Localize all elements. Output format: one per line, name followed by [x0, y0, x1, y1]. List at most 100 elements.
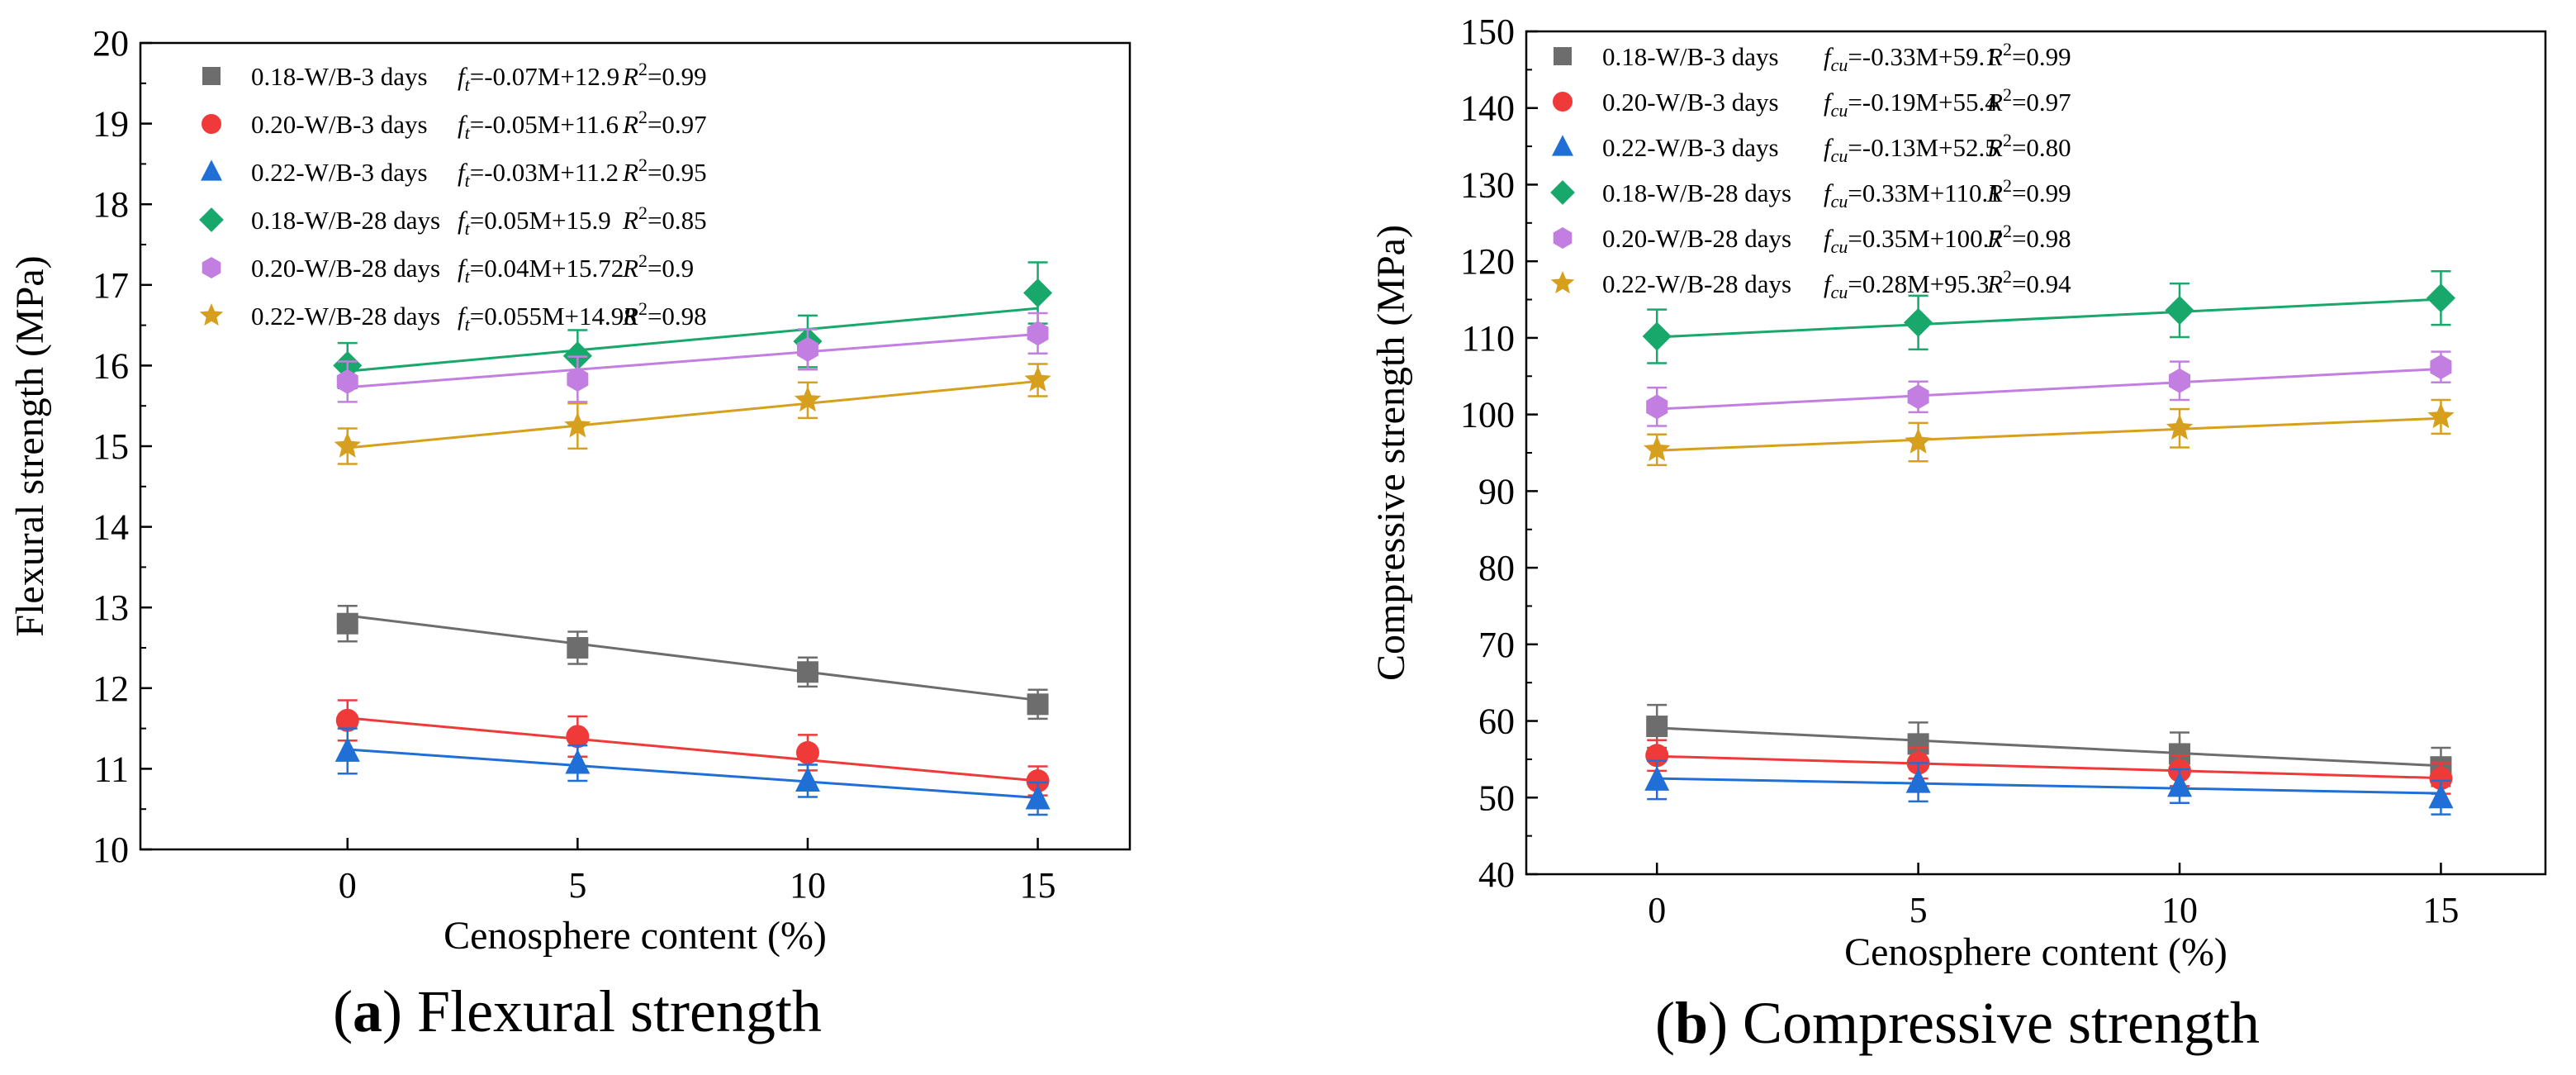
- legend-marker: [1554, 47, 1572, 65]
- legend-r2-superscript: 2: [2003, 175, 2012, 196]
- legend-entry: 0.20-W/B-3 days ft=-0.05M+11.6 R2=0.97: [251, 107, 707, 143]
- y-tick-label: 18: [93, 184, 129, 225]
- legend-r2-value: =0.98: [648, 302, 707, 331]
- legend-entry: 0.18-W/B-3 days fcu=-0.33M+59.1R2=0.99: [1602, 39, 2071, 75]
- legend-r2-value: =0.9: [648, 254, 694, 283]
- legend-r2-value: =0.95: [648, 158, 707, 187]
- legend-entry: 0.22-W/B-3 days ft=-0.03M+11.2 R2=0.95: [251, 155, 707, 191]
- data-point: [2169, 368, 2190, 393]
- series-5: [334, 363, 1051, 465]
- legend-entry: 0.18-W/B-28 days ft=0.05M+15.9 R2=0.85: [251, 202, 707, 239]
- data-point: [1027, 321, 1049, 346]
- y-tick-label: 120: [1460, 241, 1515, 282]
- data-point: [1024, 366, 1051, 392]
- legend-entry: 0.18-W/B-3 days ft=-0.07M+12.9 R2=0.99: [251, 59, 707, 95]
- y-tick-label: 80: [1478, 548, 1515, 588]
- legend-equation: =0.28M+95.3: [1848, 269, 1989, 298]
- panel-caption: (a) Flexural strength: [333, 978, 822, 1044]
- data-point: [2165, 295, 2194, 326]
- data-point: [1907, 384, 1929, 410]
- legend-r2-superscript: 2: [638, 298, 648, 319]
- data-point: [336, 369, 358, 394]
- legend-r2-symbol: R: [1986, 178, 2003, 207]
- legend-equation: =0.05M+15.9: [470, 206, 611, 235]
- legend-entry: 0.22-W/B-3 days fcu=-0.13M+52.5R2=0.80: [1602, 130, 2071, 166]
- data-point: [567, 367, 589, 392]
- fit-line: [347, 332, 1038, 389]
- legend-subscript: t: [465, 74, 471, 95]
- legend-entry: 0.20-W/B-3 days fcu=-0.19M+55.4R2=0.97: [1602, 84, 2071, 121]
- legend-equation: =-0.07M+12.9: [470, 62, 619, 91]
- legend-entry: 0.20-W/B-28 days fcu=0.35M+100.7R2=0.98: [1602, 221, 2071, 257]
- legend-r2-symbol: R: [622, 62, 638, 91]
- panel-caption: (b) Compressive strength: [1655, 990, 2260, 1056]
- data-point: [2166, 414, 2194, 440]
- legend-marker: [202, 67, 221, 85]
- series-5: [1644, 398, 2455, 467]
- y-tick-label: 11: [94, 749, 129, 789]
- legend-series-name: 0.18-W/B-28 days: [251, 206, 440, 235]
- legend-r2-symbol: R: [622, 302, 638, 331]
- legend-r2-value: =0.97: [2012, 88, 2071, 117]
- y-tick-label: 14: [93, 507, 129, 548]
- legend-equation: =0.055M+14.98: [470, 302, 637, 331]
- y-tick-label: 140: [1460, 88, 1515, 129]
- legend-marker: [1550, 271, 1575, 294]
- legend-equation: =0.04M+15.72: [470, 254, 624, 283]
- y-tick-label: 15: [93, 426, 129, 467]
- legend-subscript: cu: [1831, 236, 1848, 257]
- legend-r2-value: =0.97: [648, 110, 707, 139]
- legend-r2-superscript: 2: [2003, 84, 2012, 105]
- fit-line: [347, 307, 1038, 373]
- fit-line: [1657, 297, 2441, 339]
- data-point: [796, 661, 818, 683]
- legend-r2-symbol: R: [1986, 88, 2003, 117]
- data-point: [335, 708, 359, 732]
- legend-equation: =-0.03M+11.2: [470, 158, 619, 187]
- data-point: [564, 411, 591, 438]
- legend-series-name: 0.20-W/B-3 days: [1602, 88, 1779, 117]
- y-tick-label: 60: [1478, 702, 1515, 742]
- legend-r2-value: =0.99: [2012, 42, 2071, 71]
- legend-r2-value: =0.80: [2012, 133, 2071, 162]
- legend-r2-value: =0.85: [648, 206, 707, 235]
- x-axis-label: Cenosphere content (%): [444, 914, 827, 958]
- legend-series-name: 0.22-W/B-28 days: [251, 302, 440, 331]
- data-point: [2428, 783, 2454, 809]
- y-axis-label: Flexural strength (MPa): [8, 255, 52, 636]
- legend-r2-superscript: 2: [2003, 221, 2012, 241]
- y-tick-label: 100: [1460, 395, 1515, 435]
- legend-marker: [1553, 92, 1573, 112]
- legend-series-name: 0.20-W/B-28 days: [1602, 224, 1791, 253]
- legend-entry: 0.18-W/B-28 days fcu=0.33M+110.1R2=0.99: [1602, 175, 2071, 212]
- legend-marker: [202, 257, 221, 278]
- data-point: [2427, 402, 2455, 429]
- legend-series-name: 0.20-W/B-3 days: [251, 110, 428, 139]
- legend-series-name: 0.22-W/B-28 days: [1602, 269, 1791, 298]
- legend-r2-symbol: R: [622, 158, 638, 187]
- data-point: [2429, 767, 2453, 791]
- series-2: [334, 727, 1051, 816]
- data-point: [1904, 307, 1933, 337]
- legend-subscript: t: [465, 170, 471, 191]
- legend-marker: [201, 159, 222, 181]
- legend-r2-symbol: R: [1986, 269, 2003, 298]
- data-point: [1905, 428, 1932, 454]
- legend-r2-value: =0.98: [2012, 224, 2071, 253]
- y-tick-label: 19: [93, 104, 129, 145]
- legend-r2-symbol: R: [1986, 42, 2003, 71]
- legend-marker: [202, 114, 221, 134]
- series-2: [1644, 759, 2454, 816]
- legend-r2-value: =0.99: [648, 62, 707, 91]
- y-tick-label: 130: [1460, 164, 1515, 205]
- legend-subscript: cu: [1831, 191, 1848, 212]
- data-point: [797, 336, 818, 362]
- legend-equation: =-0.19M+55.4: [1848, 88, 1998, 117]
- legend-equation: =-0.05M+11.6: [470, 110, 619, 139]
- fit-line: [1657, 416, 2441, 452]
- legend-entry: 0.20-W/B-28 days ft=0.04M+15.72R2=0.9: [251, 250, 694, 287]
- legend-series-name: 0.18-W/B-3 days: [251, 62, 428, 91]
- legend-subscript: cu: [1831, 100, 1848, 121]
- data-point: [2426, 283, 2455, 313]
